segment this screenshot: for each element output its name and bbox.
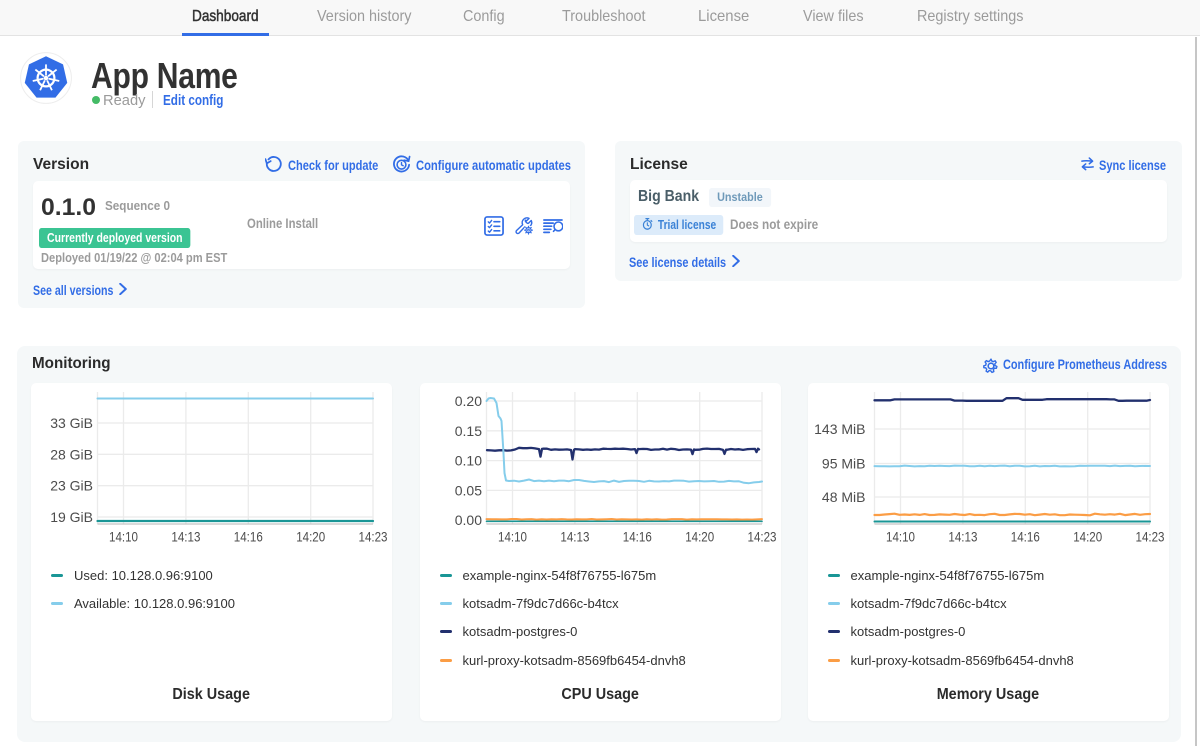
svg-text:0.15: 0.15 (454, 423, 481, 439)
svg-text:14:23: 14:23 (1135, 529, 1164, 545)
svg-text:14:10: 14:10 (498, 529, 527, 545)
svg-text:14:20: 14:20 (685, 529, 714, 545)
svg-text:14:20: 14:20 (296, 529, 325, 545)
svg-text:14:10: 14:10 (886, 529, 915, 545)
svg-text:14:16: 14:16 (622, 529, 651, 545)
svg-text:14:23: 14:23 (747, 529, 776, 545)
svg-text:48 MiB: 48 MiB (821, 489, 865, 505)
svg-text:95 MiB: 95 MiB (821, 456, 865, 472)
svg-text:0.05: 0.05 (454, 482, 481, 498)
svg-text:14:20: 14:20 (1073, 529, 1102, 545)
svg-text:0.00: 0.00 (454, 512, 481, 528)
svg-text:14:13: 14:13 (560, 529, 589, 545)
svg-text:14:13: 14:13 (948, 529, 977, 545)
svg-text:14:16: 14:16 (234, 529, 263, 545)
svg-text:0.10: 0.10 (454, 453, 481, 469)
svg-text:28 GiB: 28 GiB (50, 446, 93, 462)
svg-text:14:23: 14:23 (359, 529, 388, 545)
svg-text:14:16: 14:16 (1010, 529, 1039, 545)
svg-text:23 GiB: 23 GiB (50, 478, 93, 494)
svg-text:14:10: 14:10 (109, 529, 138, 545)
svg-text:19 GiB: 19 GiB (50, 509, 93, 525)
svg-text:0.20: 0.20 (454, 393, 481, 409)
svg-text:14:13: 14:13 (171, 529, 200, 545)
svg-text:143 MiB: 143 MiB (814, 421, 865, 437)
svg-text:33 GiB: 33 GiB (50, 415, 93, 431)
